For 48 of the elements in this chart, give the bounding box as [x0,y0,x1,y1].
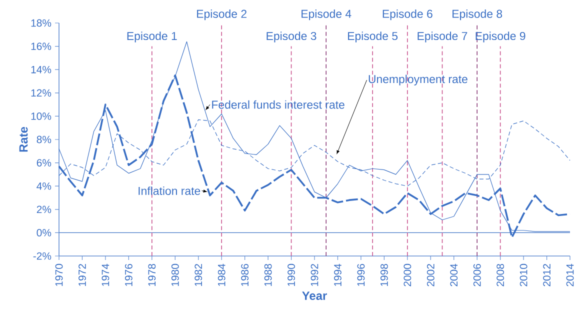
y-tick-label: 12% [31,89,52,97]
x-tick-label: 1992 [310,264,318,286]
x-tick-label: 1972 [78,264,86,286]
series-label: Inflation rate [138,186,200,195]
ref-line-label: Episode 2 [197,10,246,20]
x-tick-label: 1994 [334,264,342,286]
text: Unemployment rate [368,74,468,86]
y-tick-label: 14% [31,66,52,74]
x-tick-label: 2006 [473,264,481,286]
y-tick-label: 4% [36,182,52,190]
x-tick-label: 1982 [194,264,202,286]
ref-line-label: Episode 4 [302,10,352,20]
ref-line-label: Episode 1 [127,32,177,42]
x-axis-title: Year [302,292,327,300]
x-tick-label: 1998 [380,264,388,286]
x-tick-label: 1986 [241,264,249,286]
y-tick-label: 18% [31,19,52,27]
ref-line-label: Episode 3 [266,32,316,42]
y-tick-label: 6% [36,159,52,167]
x-tick-label: 2012 [543,264,550,286]
y-tick-label: 8% [36,136,52,144]
ref-line-label: Episode 7 [418,32,468,42]
x-tick-label: 2004 [450,264,458,286]
y-tick-label: 0% [36,229,52,236]
y-tick-label: 16% [31,42,52,50]
ref-line-label: Episode 6 [382,10,432,20]
ref-line-label: Episode 8 [452,10,502,20]
y-axis-title: Rate [19,126,28,152]
ref-line-label: Episode 5 [348,32,398,42]
x-tick-label: 1976 [124,264,132,286]
x-tick-label: 2008 [496,264,504,286]
x-tick-label: 1978 [148,264,156,286]
x-tick-label: 1988 [264,264,272,286]
ref-line-label: Episode 9 [476,32,526,42]
y-tick-label: 10% [31,112,52,120]
y-tick-label: 2% [36,206,52,214]
x-tick-label: 1996 [357,264,365,286]
x-tick-label: 2000 [404,264,412,286]
x-tick-label: 1970 [55,264,63,286]
x-tick-label: 1974 [102,264,110,286]
x-tick-label: 2002 [426,264,434,286]
x-tick-label: 1990 [288,264,295,286]
series-label: Federal funds interest rate [212,100,344,109]
y-tick-label: -2% [33,252,52,260]
x-tick-label: 2010 [520,264,528,286]
x-tick-label: 2014 [566,264,574,286]
x-tick-label: 1980 [171,264,179,286]
x-tick-label: 1984 [218,264,226,286]
